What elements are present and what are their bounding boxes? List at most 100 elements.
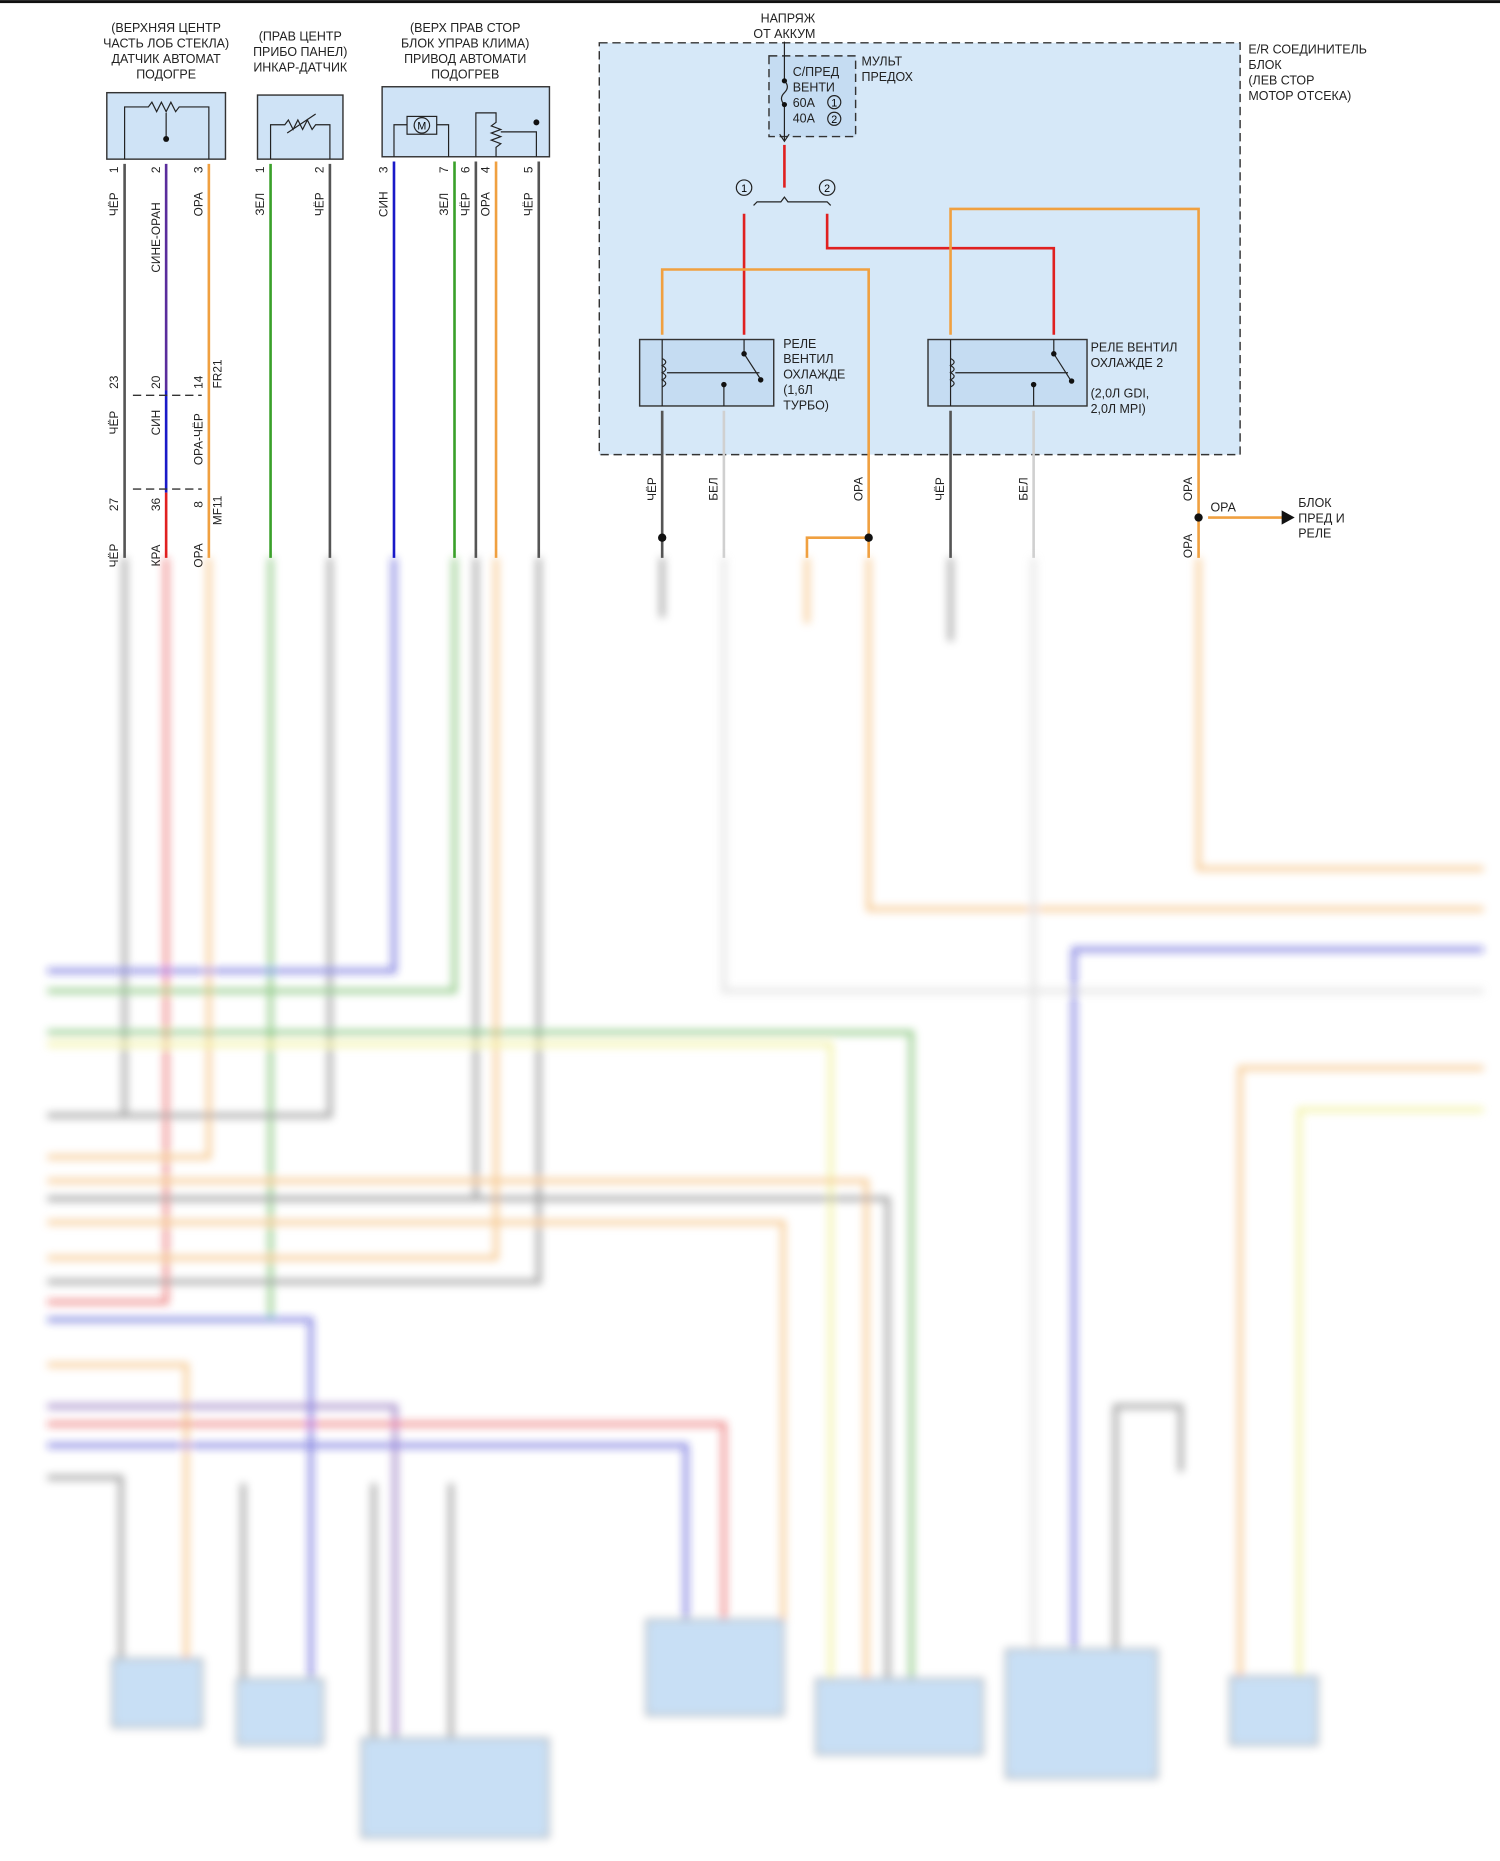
wire-label: ЗЕЛ: [253, 193, 267, 216]
potentiometer-symbol: [124, 100, 210, 160]
pin-number: 3: [192, 166, 206, 173]
blurred-component-box: [111, 1657, 203, 1728]
wire-label: ОРА: [851, 477, 865, 501]
er-title-line: МОТОР ОТСЕКА): [1248, 89, 1351, 103]
blurred-component-box: [360, 1737, 550, 1839]
fuse-label: ВЕНТИ: [793, 80, 835, 94]
blurred-wire: [47, 1030, 914, 1680]
wire-label: ЗЕЛ: [437, 193, 451, 216]
blurred-wire: [47, 1421, 727, 1620]
wire-label: ОРА-ЧЁР: [192, 413, 206, 465]
defrost-actuator: (ВЕРХ ПРАВ СТОР БЛОК УПРАВ КЛИМА) ПРИВОД…: [381, 21, 551, 158]
branch-bracket: [753, 196, 832, 206]
pin-number: 2: [313, 167, 327, 174]
blurred-wire: [47, 1042, 834, 1680]
relay-1-label: ТУРБО): [783, 399, 829, 413]
wire-label: СИН: [149, 410, 163, 436]
title-line: ПОДОГРЕВ: [431, 67, 499, 81]
blurred-wire: [47, 1220, 786, 1620]
pin-number: 7: [437, 167, 451, 174]
blurred-wire: [47, 1196, 891, 1680]
pin-number: 27: [107, 498, 121, 511]
battery-label: ОТ АККУМ: [753, 27, 815, 41]
blurred-wire: [47, 557, 333, 1118]
wire-label: ОРА: [479, 192, 493, 216]
relay-1-label: ОХЛАЖДЕ: [783, 368, 845, 382]
blurred-lower-diagram: [47, 557, 1484, 1839]
wire-orange: [949, 207, 1200, 558]
relay-1-label: РЕЛЕ: [783, 337, 816, 351]
pin-number: 36: [149, 497, 163, 511]
blurred-component-box: [236, 1678, 324, 1746]
blurred-wire: [47, 1403, 398, 1739]
top-border: [0, 0, 1500, 4]
marker-number: 1: [831, 97, 837, 109]
motor-and-pot-wiring: [393, 112, 537, 157]
relay-1-label: ВЕНТИЛ: [783, 352, 833, 366]
blurred-component-box: [645, 1618, 785, 1717]
pin-number: 20: [149, 375, 163, 389]
fuse-label: 40A: [793, 111, 816, 125]
wire-red: [825, 213, 1056, 335]
junction-dot: [163, 135, 170, 142]
relay-1-symbol: [660, 339, 760, 406]
blurred-wire: [721, 557, 1484, 994]
fuse-box-label: ПРЕДОХ: [862, 70, 914, 84]
title-line: ДАТЧИК АВТОМАТ: [112, 52, 222, 66]
title-line: (ВЕРХ ПРАВ СТОР: [410, 21, 520, 35]
blurred-component-box: [1229, 1675, 1319, 1746]
title-line: ПОДОГРЕ: [136, 67, 196, 81]
fuse-dot: [781, 101, 788, 108]
er-junction-block: E/R СОЕДИНИТЕЛЬ БЛОК (ЛЕВ СТОР МОТОР ОТС…: [598, 12, 1367, 558]
wire-label: ЧЁР: [313, 192, 327, 216]
relay-output-wires: ОРА БЛОК ПРЕД И РЕЛЕ: [658, 410, 1345, 558]
relay-2-label: ОХЛАЖДЕ 2: [1091, 356, 1164, 370]
connector-name: FR21: [210, 359, 224, 388]
wire-label: ЧЁР: [107, 192, 121, 216]
fuse-label: 60A: [793, 96, 816, 110]
splice-dot: [864, 533, 873, 542]
blurred-wire: [47, 1178, 869, 1680]
title-line: ИНКАР-ДАТЧИК: [253, 60, 348, 74]
pin-number: 8: [192, 501, 206, 508]
pin-number: 14: [192, 375, 206, 389]
contact-dot: [1068, 378, 1075, 384]
wire-orange: [805, 536, 869, 558]
contact-dot: [1051, 351, 1057, 357]
blurred-wire: [1196, 557, 1484, 872]
motor-icon: [413, 117, 431, 134]
wire-label: СИНЕ-ОРАН: [149, 202, 163, 272]
blurred-wire: [1113, 1403, 1184, 1650]
splice-dot: [658, 533, 667, 542]
wire-label: ОРА: [1181, 477, 1195, 501]
title-line: (ПРАВ ЦЕНТР: [259, 29, 342, 43]
marker-circle: [827, 111, 842, 126]
marker-circle: [827, 95, 842, 110]
marker-number: 2: [824, 183, 830, 195]
blurred-wire: [47, 557, 212, 1160]
target-label: ПРЕД И: [1298, 511, 1344, 525]
left-wires: [123, 161, 541, 558]
wire-label: ЧЁР: [107, 544, 121, 568]
wire-label: ЧЁР: [521, 192, 535, 216]
sensor-box: [256, 94, 344, 160]
blurred-wire: [47, 1362, 189, 1660]
er-title-line: БЛОК: [1248, 58, 1282, 72]
title-line: ПРИБО ПАНЕЛ): [253, 45, 347, 59]
blurred-wire: [47, 557, 542, 1285]
windshield-sensor: (ВЕРХНЯЯ ЦЕНТР ЧАСТЬ ЛОБ СТЕКЛА) ДАТЧИК …: [103, 21, 229, 160]
incar-sensor: (ПРАВ ЦЕНТР ПРИБО ПАНЕЛ) ИНКАР-ДАТЧИК: [253, 29, 348, 160]
wire-label: СИН: [377, 191, 391, 217]
title-line: (ВЕРХНЯЯ ЦЕНТР: [111, 21, 221, 35]
relay-2-label: 2,0Л MPI): [1091, 402, 1146, 416]
relay-2-label: (2,0Л GDI,: [1091, 387, 1150, 401]
fuse-dot: [781, 78, 788, 84]
wire-label: ОРА: [1181, 534, 1195, 558]
blurred-wire: [1297, 1107, 1484, 1677]
target-label: БЛОК: [1298, 496, 1332, 510]
relay-2-label: РЕЛЕ ВЕНТИЛ: [1091, 340, 1178, 354]
wire-label: ЧЁР: [107, 411, 121, 435]
wire-label: ОРА: [1210, 501, 1236, 515]
blurred-wire: [47, 1443, 689, 1620]
